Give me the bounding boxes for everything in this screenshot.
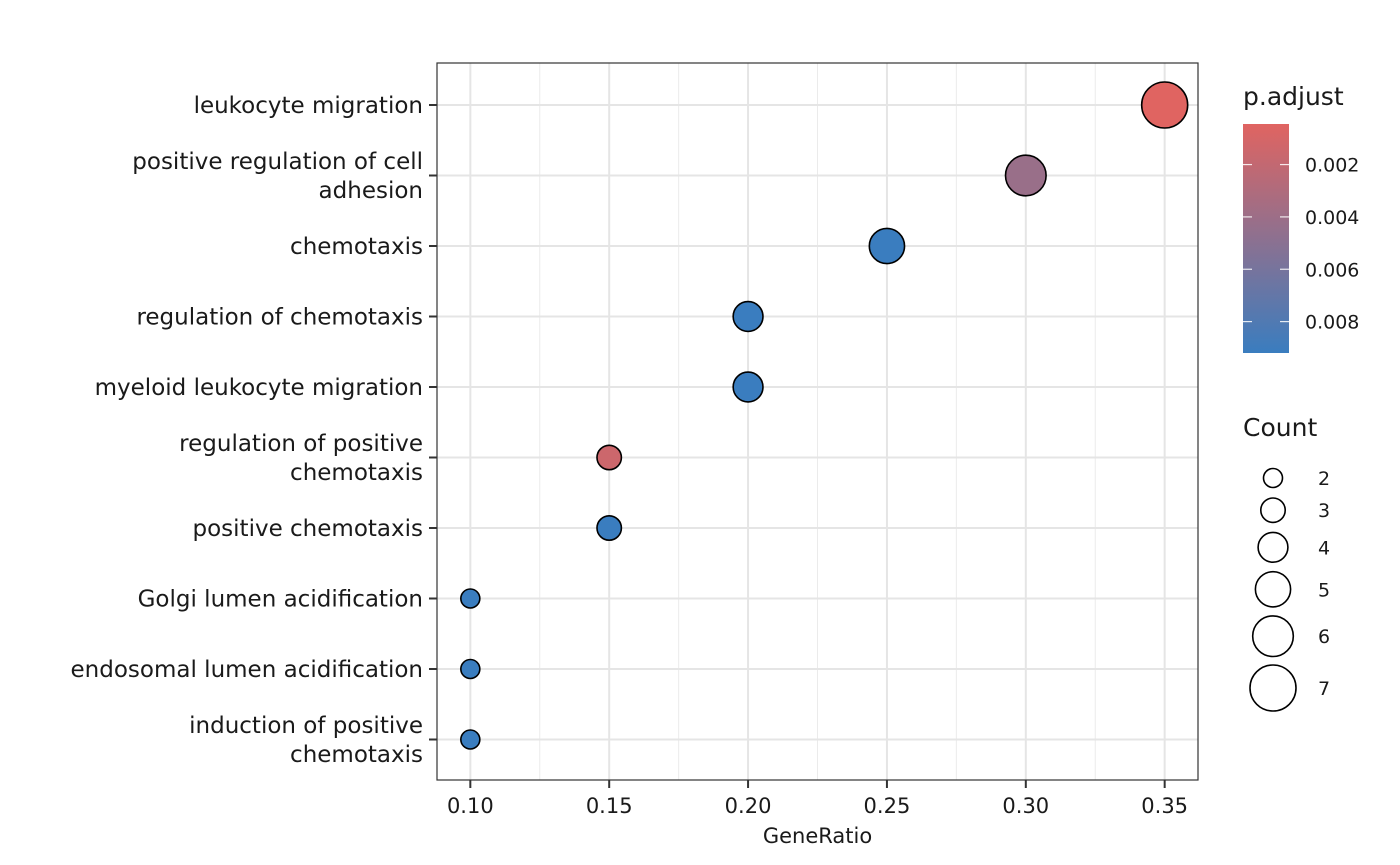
size-legend-label: 5 bbox=[1318, 579, 1330, 601]
y-axis-tick-label-line: adhesion bbox=[319, 178, 423, 204]
size-legend-circle bbox=[1251, 615, 1295, 658]
size-legend-label: 6 bbox=[1318, 626, 1330, 648]
data-points bbox=[460, 81, 1189, 750]
y-axis-tick-label-line: chemotaxis bbox=[290, 460, 423, 486]
size-legend-label: 3 bbox=[1318, 500, 1330, 522]
size-legend-circle bbox=[1257, 531, 1289, 563]
x-axis-tick-label: 0.15 bbox=[586, 794, 633, 818]
data-point bbox=[868, 227, 906, 265]
y-axis-tick-label-line: leukocyte migration bbox=[194, 93, 423, 119]
data-point bbox=[460, 729, 481, 750]
y-axis-tick-label: endosomal lumen acidification bbox=[71, 657, 423, 683]
y-axis-tick-label: leukocyte migration bbox=[194, 93, 423, 119]
y-axis-tick-label: induction of positive chemotaxis bbox=[189, 713, 423, 768]
y-axis-tick-label-line: endosomal lumen acidification bbox=[71, 657, 423, 683]
colorbar-tick-label: 0.006 bbox=[1305, 259, 1359, 281]
y-axis-tick-label: positive regulation of cell adhesion bbox=[132, 149, 423, 204]
minor-gridlines bbox=[539, 63, 1096, 780]
y-axis-tick-label-line: positive chemotaxis bbox=[193, 516, 423, 542]
y-axis-tick-label: chemotaxis bbox=[290, 234, 423, 260]
size-legend-label: 2 bbox=[1318, 468, 1330, 490]
size-legend-circle bbox=[1249, 664, 1297, 712]
y-axis-tick-label: positive chemotaxis bbox=[193, 516, 423, 542]
x-axis: 0.10 0.15 0.20 0.25 0.30 0.35 bbox=[447, 780, 1188, 818]
x-axis-tick-label: 0.30 bbox=[1002, 794, 1049, 818]
colorbar-tick-label: 0.002 bbox=[1305, 155, 1359, 177]
data-point bbox=[1004, 154, 1047, 197]
data-point bbox=[596, 514, 623, 541]
y-axis-tick-label-line: induction of positive bbox=[189, 713, 423, 739]
size-legend-circle bbox=[1260, 497, 1287, 524]
y-axis: leukocyte migration positive regulation o… bbox=[71, 93, 437, 768]
x-axis-title: GeneRatio bbox=[763, 824, 872, 848]
size-legend: Count 2 3 4 5 6 7 bbox=[1243, 413, 1330, 712]
y-axis-tick-label-line: positive regulation of cell bbox=[132, 149, 423, 175]
y-axis-tick-label-line: Golgi lumen acidification bbox=[138, 587, 423, 613]
color-legend: p.adjust 0.002 0.004 0.006 0.008 bbox=[1243, 82, 1359, 353]
size-legend-label: 7 bbox=[1318, 678, 1330, 700]
size-legend-circle bbox=[1254, 570, 1292, 608]
colorbar-ticks: 0.002 0.004 0.006 0.008 bbox=[1243, 155, 1359, 334]
size-legend-title: Count bbox=[1243, 413, 1317, 442]
data-point bbox=[1140, 81, 1189, 129]
colorbar-tick-label: 0.008 bbox=[1305, 312, 1359, 334]
x-axis-tick-label: 0.35 bbox=[1141, 794, 1188, 818]
data-point bbox=[732, 371, 764, 403]
color-legend-title: p.adjust bbox=[1243, 82, 1344, 111]
y-axis-tick-label-line: chemotaxis bbox=[290, 234, 423, 260]
major-gridlines bbox=[437, 63, 1198, 780]
x-axis-tick-label: 0.20 bbox=[725, 794, 772, 818]
data-point bbox=[460, 658, 481, 680]
x-axis-tick-label: 0.25 bbox=[864, 794, 911, 818]
x-axis-tick-label: 0.10 bbox=[447, 794, 494, 818]
colorbar-tick-label: 0.004 bbox=[1305, 207, 1359, 229]
size-legend-circle bbox=[1262, 467, 1284, 489]
data-point bbox=[732, 300, 764, 333]
y-axis-tick-label-line: myeloid leukocyte migration bbox=[95, 375, 423, 401]
y-axis-tick-label-line: chemotaxis bbox=[290, 742, 423, 768]
size-legend-label: 4 bbox=[1318, 537, 1330, 559]
data-point bbox=[596, 444, 623, 471]
colorbar bbox=[1243, 124, 1289, 353]
y-axis-tick-label-line: regulation of positive bbox=[179, 431, 423, 457]
y-axis-tick-label: myeloid leukocyte migration bbox=[95, 375, 423, 401]
plot-panel bbox=[436, 62, 1199, 781]
y-axis-tick-label: regulation of positive chemotaxis bbox=[179, 431, 423, 486]
y-axis-tick-label: Golgi lumen acidification bbox=[138, 587, 423, 613]
panel-border bbox=[436, 62, 1199, 781]
data-point bbox=[460, 588, 481, 609]
size-legend-items: 2 3 4 5 6 7 bbox=[1249, 467, 1330, 712]
y-axis-tick-label: regulation of chemotaxis bbox=[136, 305, 423, 331]
y-axis-tick-label-line: regulation of chemotaxis bbox=[136, 305, 423, 331]
